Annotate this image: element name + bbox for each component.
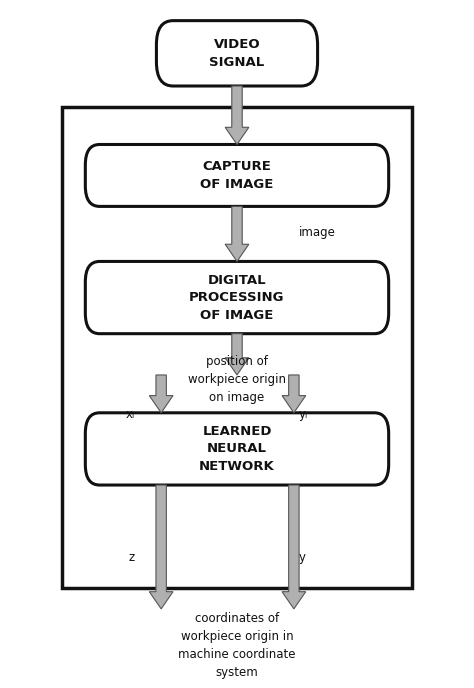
FancyArrow shape: [225, 206, 249, 261]
Text: y: y: [299, 551, 306, 564]
Text: z: z: [129, 551, 135, 564]
FancyArrow shape: [225, 86, 249, 144]
FancyArrow shape: [282, 375, 306, 413]
FancyArrow shape: [149, 375, 173, 413]
FancyBboxPatch shape: [85, 261, 389, 334]
Text: coordinates of
workpiece origin in
machine coordinate
system: coordinates of workpiece origin in machi…: [178, 612, 296, 679]
Text: xᵢ: xᵢ: [126, 408, 135, 421]
Text: yᵢ: yᵢ: [299, 408, 308, 421]
Text: VIDEO
SIGNAL: VIDEO SIGNAL: [210, 38, 264, 69]
Text: image: image: [299, 226, 336, 239]
Bar: [62, 107, 412, 588]
Text: position of
workpiece origin
on image: position of workpiece origin on image: [188, 355, 286, 405]
Text: LEARNED
NEURAL
NETWORK: LEARNED NEURAL NETWORK: [199, 425, 275, 473]
FancyBboxPatch shape: [156, 21, 318, 86]
FancyArrow shape: [282, 485, 306, 609]
FancyBboxPatch shape: [85, 413, 389, 485]
FancyArrow shape: [225, 334, 249, 375]
Text: DIGITAL
PROCESSING
OF IMAGE: DIGITAL PROCESSING OF IMAGE: [189, 274, 285, 321]
FancyArrow shape: [149, 485, 173, 609]
FancyBboxPatch shape: [85, 144, 389, 206]
Text: CAPTURE
OF IMAGE: CAPTURE OF IMAGE: [201, 160, 273, 191]
